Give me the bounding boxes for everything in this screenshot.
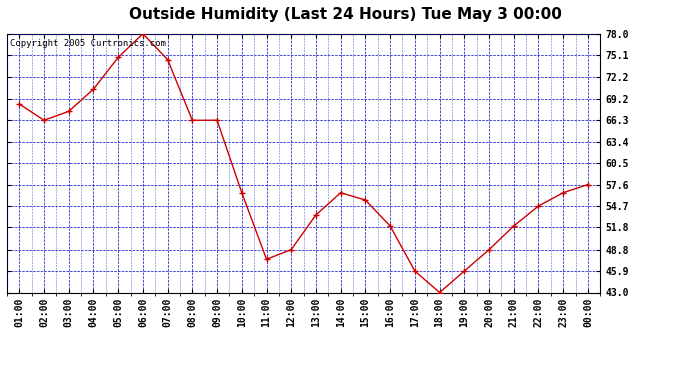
Text: Outside Humidity (Last 24 Hours) Tue May 3 00:00: Outside Humidity (Last 24 Hours) Tue May… [128,8,562,22]
Text: Copyright 2005 Curtronics.com: Copyright 2005 Curtronics.com [10,39,166,48]
